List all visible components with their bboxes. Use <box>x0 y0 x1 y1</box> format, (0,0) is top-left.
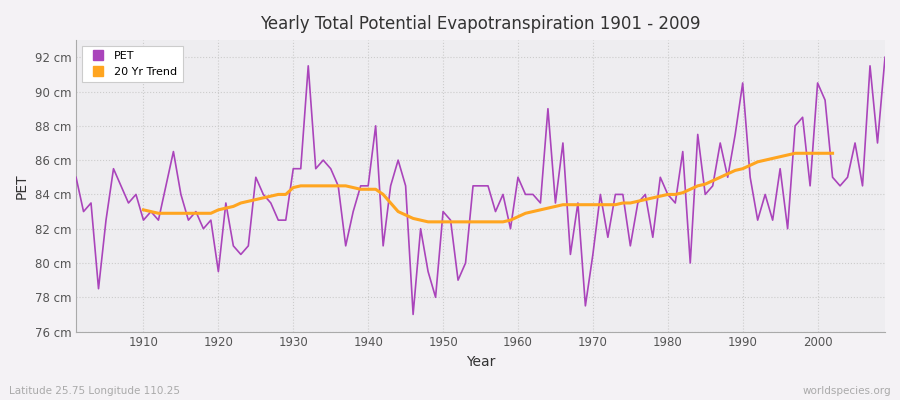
Y-axis label: PET: PET <box>15 173 29 199</box>
Legend: PET, 20 Yr Trend: PET, 20 Yr Trend <box>82 46 183 82</box>
Title: Yearly Total Potential Evapotranspiration 1901 - 2009: Yearly Total Potential Evapotranspiratio… <box>260 15 701 33</box>
X-axis label: Year: Year <box>466 355 495 369</box>
Text: worldspecies.org: worldspecies.org <box>803 386 891 396</box>
Text: Latitude 25.75 Longitude 110.25: Latitude 25.75 Longitude 110.25 <box>9 386 180 396</box>
